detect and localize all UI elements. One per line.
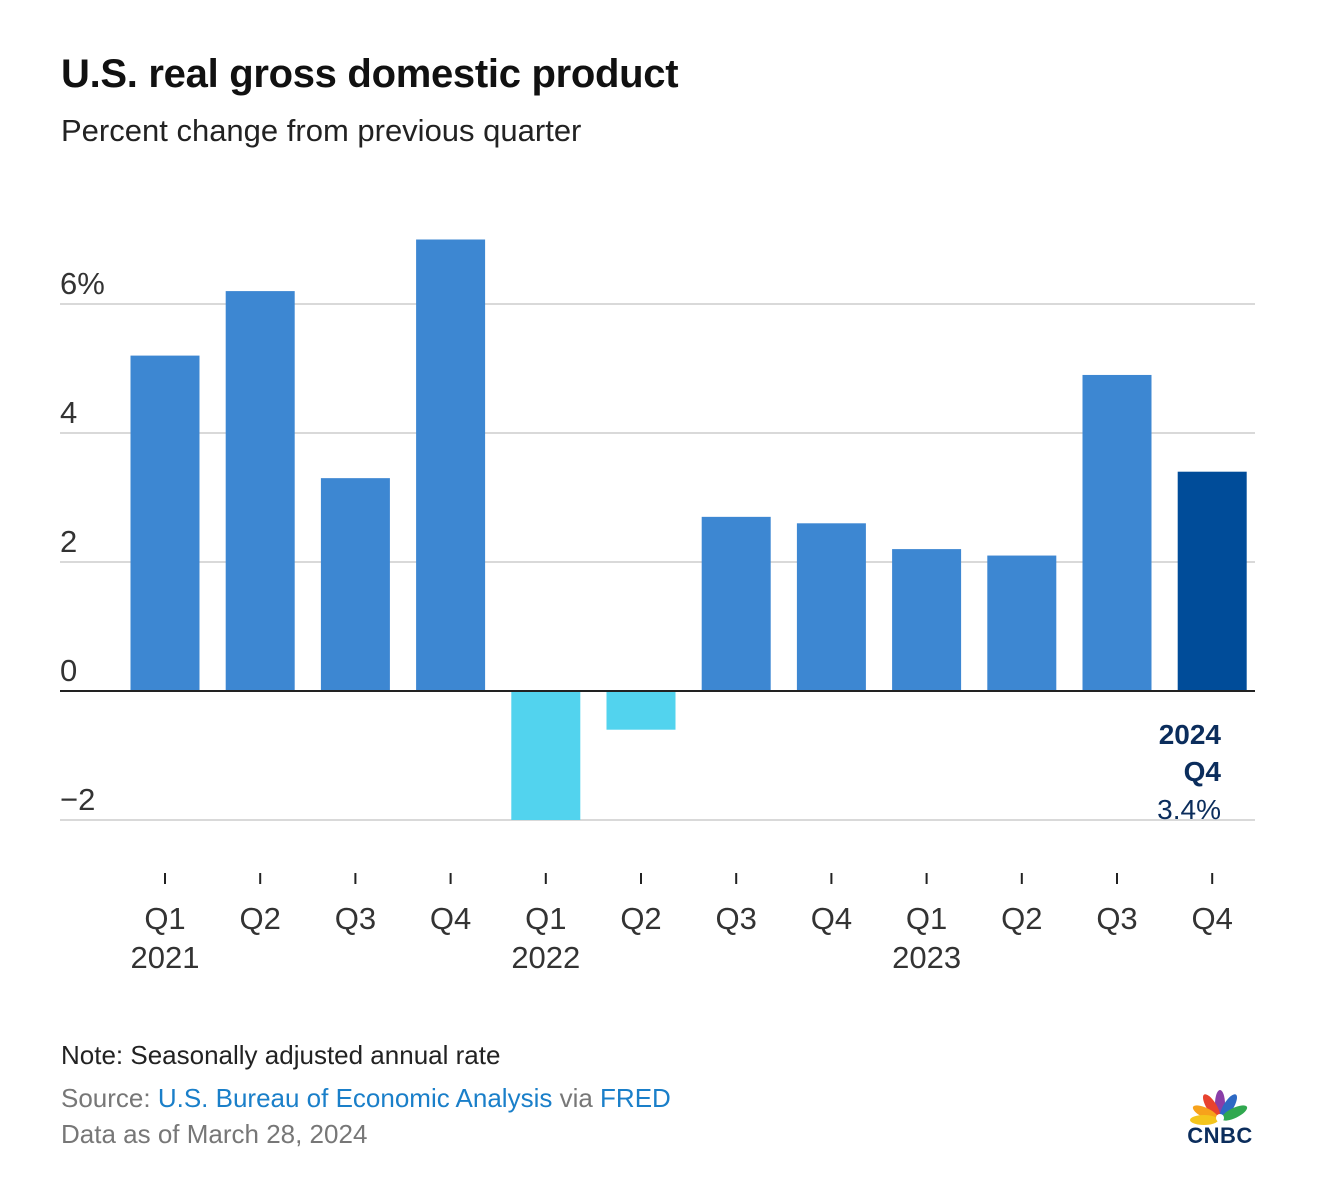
bar xyxy=(511,691,581,820)
x-tick-label: Q3 xyxy=(335,901,376,936)
x-tick-label: Q4 xyxy=(811,901,852,936)
annotation-quarter: Q4 xyxy=(1184,756,1222,787)
chart-note: Note: Seasonally adjusted annual rate xyxy=(61,1040,501,1070)
nbc-peacock-icon xyxy=(1190,1090,1248,1125)
bar xyxy=(1082,374,1152,691)
chart-source: Source: U.S. Bureau of Economic Analysis… xyxy=(61,1083,671,1114)
x-tick-label: Q1 xyxy=(525,901,566,936)
y-tick-label: 2 xyxy=(60,524,77,559)
cnbc-logo: CNBC xyxy=(1182,1080,1258,1148)
x-tick-label: Q4 xyxy=(1192,901,1233,936)
bar xyxy=(416,239,486,691)
x-year-label: 2023 xyxy=(892,940,961,975)
bar xyxy=(1177,471,1247,691)
bar xyxy=(225,291,295,691)
y-tick-label: 6% xyxy=(60,266,105,301)
x-year-label: 2022 xyxy=(511,940,580,975)
gdp-bar-chart: 6% 4 2 0 −2 Q1 Q2 Q3 Q4 Q1 Q2 Q3 Q4 Q1 Q2 Q3 Q4 2021 2022 2… xyxy=(60,239,1255,975)
y-tick-label: 0 xyxy=(60,653,77,688)
x-tick-label: Q2 xyxy=(240,901,281,936)
chart-title: U.S. real gross domestic product xyxy=(61,52,679,96)
annotation-year: 2024 xyxy=(1159,719,1222,750)
source-fred-link[interactable]: FRED xyxy=(600,1083,671,1113)
y-tick-label: 4 xyxy=(60,395,77,430)
x-tick-label: Q1 xyxy=(906,901,947,936)
source-prefix: Source: xyxy=(61,1083,158,1113)
bar xyxy=(606,691,676,730)
x-tick-label: Q1 xyxy=(144,901,185,936)
bar xyxy=(796,523,866,691)
x-tick-label: Q2 xyxy=(620,901,661,936)
bar xyxy=(701,516,771,691)
source-via: via xyxy=(552,1083,601,1113)
annotation-value: 3.4% xyxy=(1157,794,1221,825)
source-bea-link[interactable]: U.S. Bureau of Economic Analysis xyxy=(157,1083,553,1113)
cnbc-logo-text: CNBC xyxy=(1187,1123,1253,1148)
chart-subtitle: Percent change from previous quarter xyxy=(61,113,582,148)
data-as-of: Data as of March 28, 2024 xyxy=(61,1119,368,1149)
bar xyxy=(987,555,1057,691)
x-tick-label: Q2 xyxy=(1001,901,1042,936)
x-tick-label: Q3 xyxy=(716,901,757,936)
x-tick-label: Q4 xyxy=(430,901,471,936)
y-tick-label: −2 xyxy=(60,782,95,817)
bar xyxy=(892,549,962,691)
bar xyxy=(320,478,390,691)
bar xyxy=(130,355,200,691)
x-year-label: 2021 xyxy=(131,940,200,975)
x-tick-label: Q3 xyxy=(1096,901,1137,936)
